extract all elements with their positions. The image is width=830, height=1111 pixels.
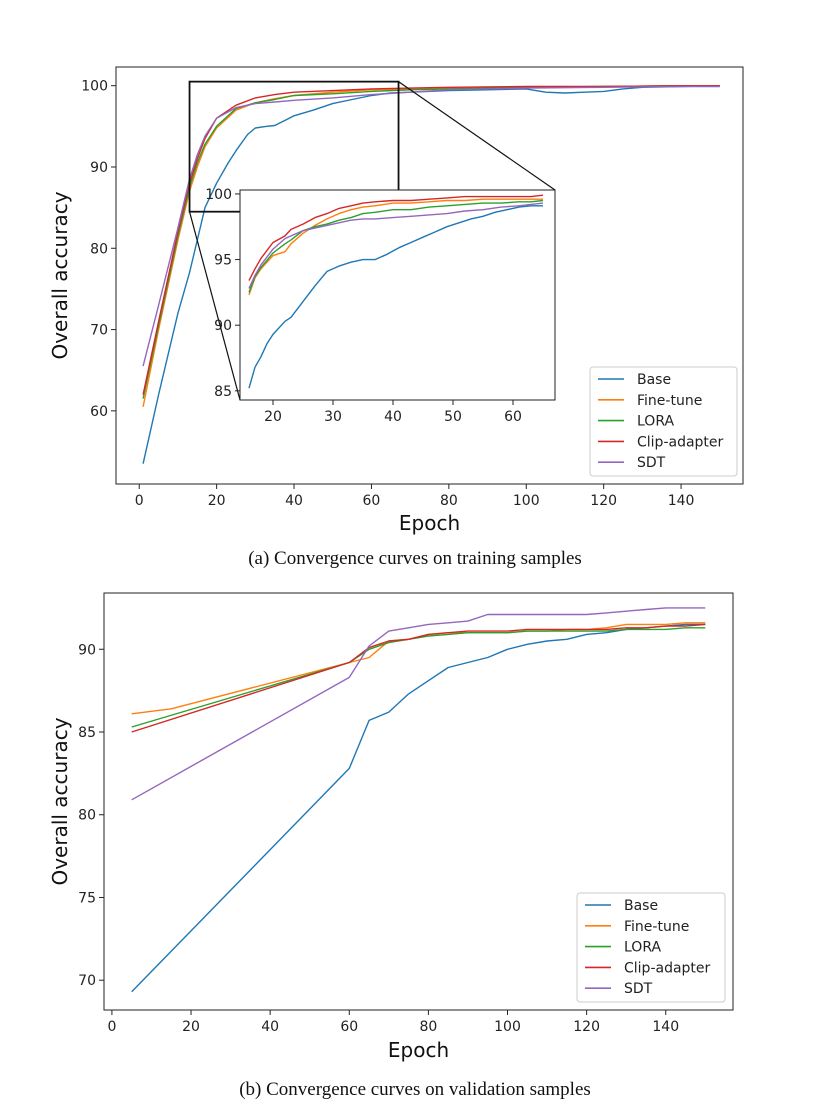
inset-xtick-label: 30 <box>324 409 342 425</box>
validation-y-axis-label: Overall accuracy <box>48 717 72 885</box>
training-xtick-label: 0 <box>135 493 144 509</box>
validation-ytick-label: 75 <box>78 890 96 906</box>
training-legend-label: LORA <box>637 414 674 430</box>
training-legend-label: SDT <box>637 455 666 471</box>
validation-xtick-label: 60 <box>340 1019 358 1035</box>
inset-xtick-label: 50 <box>444 409 462 425</box>
validation-xtick-label: 0 <box>107 1019 116 1035</box>
inset-frame-overlay <box>239 189 556 401</box>
inset-chart: 20 30 40 50 60 85 90 95 100 <box>205 187 556 425</box>
training-xtick-label: 140 <box>668 493 695 509</box>
zoom-connector-bottom <box>188 211 241 401</box>
training-ytick-label: 100 <box>81 79 108 95</box>
training-xtick-label: 80 <box>440 493 458 509</box>
training-ytick-label: 90 <box>90 160 108 176</box>
inset-ytick-label: 90 <box>214 318 232 334</box>
inset-xtick-label: 40 <box>384 409 402 425</box>
training-chart: 0 20 40 60 80 100 120 140 60 70 80 90 100 Epoch Overal… <box>48 66 744 535</box>
validation-legend-box <box>576 892 726 1003</box>
training-legend-label: Fine-tune <box>637 393 702 409</box>
training-xtick-label: 40 <box>285 493 303 509</box>
validation-ytick-label: 85 <box>78 725 96 741</box>
inset-ytick-label: 100 <box>205 187 232 203</box>
validation-xtick-label: 40 <box>261 1019 279 1035</box>
zoom-connector-top <box>398 81 556 191</box>
inset-line-clip-adapter <box>248 194 544 281</box>
training-y-axis-label: Overall accuracy <box>48 191 72 359</box>
caption-b: (b) Convergence curves on validation sam… <box>239 1079 591 1100</box>
validation-xtick-label: 120 <box>573 1019 600 1035</box>
inset-xtick-label: 60 <box>504 409 522 425</box>
inset-ytick-label: 95 <box>214 253 232 269</box>
validation-chart: 0 20 40 60 80 100 120 140 70 75 80 85 90 Epoch Overall… <box>48 592 734 1062</box>
training-xtick-label: 100 <box>513 493 540 509</box>
training-legend-box <box>589 366 738 477</box>
training-ytick-label: 70 <box>90 323 108 339</box>
training-x-axis-label: Epoch <box>399 511 460 535</box>
validation-x-axis-label: Epoch <box>388 1038 449 1062</box>
validation-legend-label: Clip-adapter <box>624 960 711 976</box>
training-xtick-label: 20 <box>208 493 226 509</box>
training-line-base <box>142 85 720 464</box>
validation-line-clip-adapter <box>131 623 706 733</box>
inset-axes-frame <box>239 189 556 401</box>
validation-ytick-label: 80 <box>78 808 96 824</box>
inset-line-fine-tune <box>248 198 543 296</box>
training-legend-label: Base <box>637 372 671 388</box>
caption-a: (a) Convergence curves on training sampl… <box>248 548 582 569</box>
validation-ytick-label: 70 <box>78 973 96 989</box>
validation-line-sdt <box>131 607 706 801</box>
inset-ytick-label: 85 <box>214 384 232 400</box>
validation-legend-label: SDT <box>624 981 653 997</box>
inset-xtick-label: 20 <box>264 409 282 425</box>
inset-line-lora <box>248 199 544 293</box>
validation-legend-label: Fine-tune <box>624 919 689 935</box>
training-ytick-label: 80 <box>90 241 108 257</box>
training-xtick-label: 60 <box>363 493 381 509</box>
validation-xtick-label: 100 <box>494 1019 521 1035</box>
validation-legend-label: LORA <box>624 940 661 956</box>
inset-line-sdt <box>248 202 544 289</box>
validation-ytick-label: 90 <box>78 642 96 658</box>
training-xtick-label: 120 <box>590 493 617 509</box>
training-legend-label: Clip-adapter <box>637 434 724 450</box>
validation-line-lora <box>131 627 706 728</box>
validation-xtick-label: 80 <box>419 1019 437 1035</box>
validation-legend-label: Base <box>624 898 658 914</box>
training-ytick-label: 60 <box>90 404 108 420</box>
validation-xtick-label: 20 <box>182 1019 200 1035</box>
inset-line-base <box>248 205 543 389</box>
validation-xtick-label: 140 <box>652 1019 679 1035</box>
